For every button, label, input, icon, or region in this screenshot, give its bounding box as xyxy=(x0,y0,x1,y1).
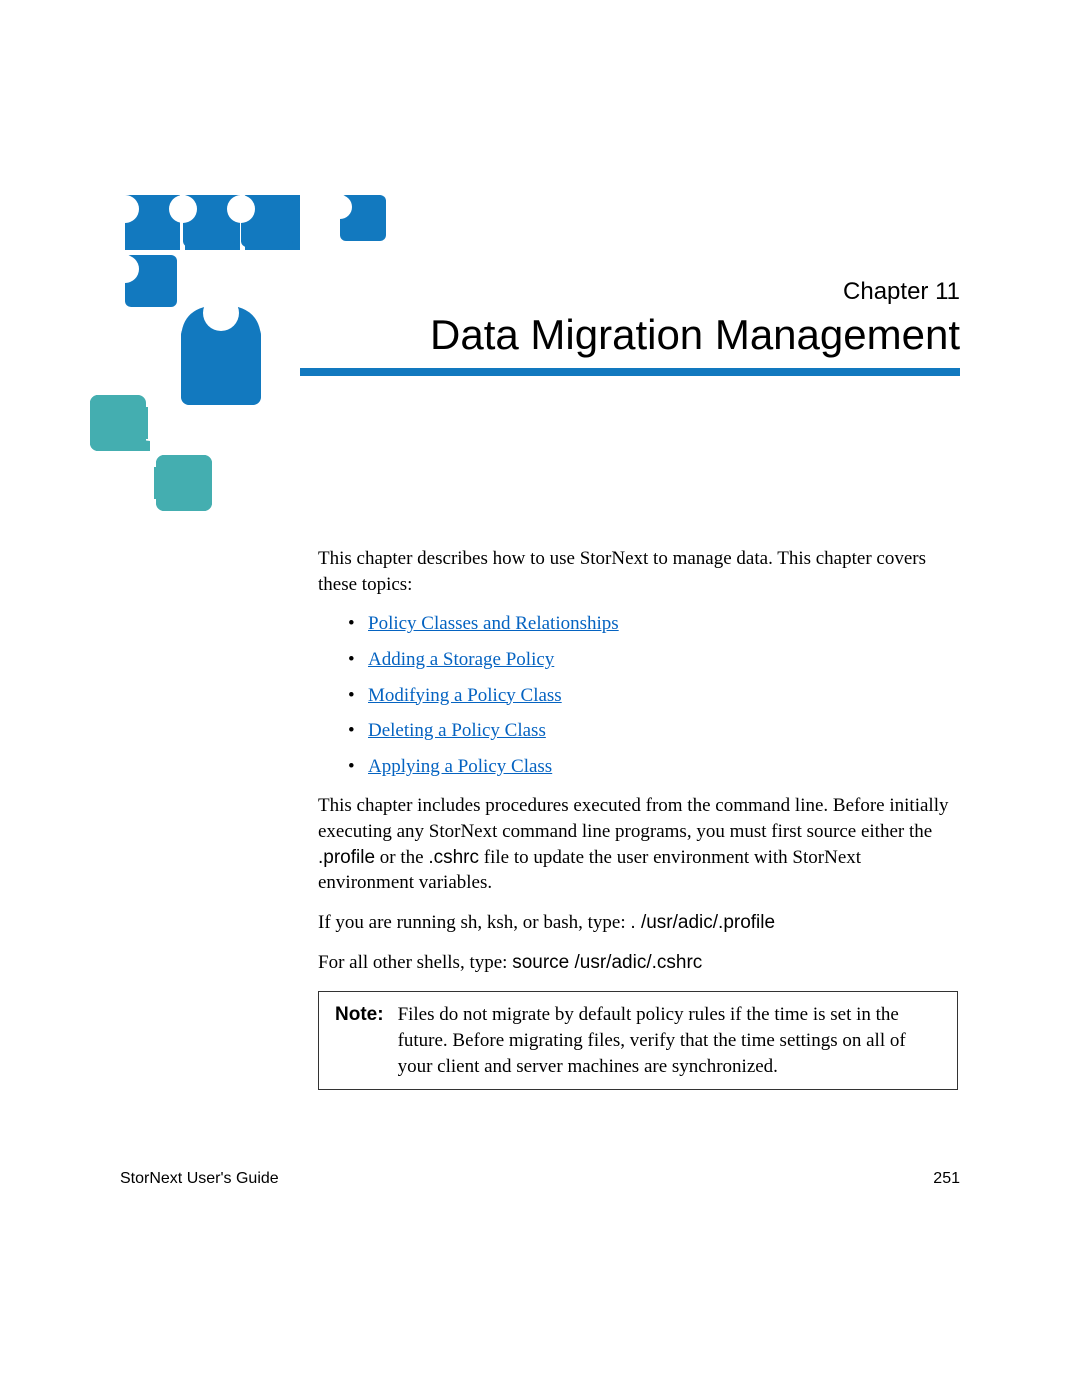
command-text: . /usr/adic/.profile xyxy=(630,912,775,933)
text-run: This chapter includes procedures execute… xyxy=(318,795,948,842)
topic-list: Policy Classes and Relationships Adding … xyxy=(318,611,958,779)
command-text: source /usr/adic/.cshrc xyxy=(512,952,702,973)
chapter-body: This chapter describes how to use StorNe… xyxy=(318,546,958,1090)
list-item: Deleting a Policy Class xyxy=(348,718,958,744)
chapter-title: Data Migration Management xyxy=(300,312,960,358)
topic-link[interactable]: Policy Classes and Relationships xyxy=(368,613,619,634)
text-run: For all other shells, type: xyxy=(318,952,512,973)
other-shell-paragraph: For all other shells, type: source /usr/… xyxy=(318,950,958,976)
page-footer: StorNext User's Guide 251 xyxy=(120,1170,960,1188)
note-label: Note: xyxy=(335,1002,384,1028)
cmdline-paragraph: This chapter includes procedures execute… xyxy=(318,793,958,896)
list-item: Modifying a Policy Class xyxy=(348,683,958,709)
note-text: Files do not migrate by default policy r… xyxy=(398,1002,941,1079)
intro-paragraph: This chapter describes how to use StorNe… xyxy=(318,546,958,597)
filename: .profile xyxy=(318,847,375,868)
topic-link[interactable]: Applying a Policy Class xyxy=(368,756,552,777)
sh-paragraph: If you are running sh, ksh, or bash, typ… xyxy=(318,910,958,936)
text-run: or the xyxy=(375,847,428,868)
footer-doc-title: StorNext User's Guide xyxy=(120,1170,279,1188)
list-item: Adding a Storage Policy xyxy=(348,647,958,673)
chapter-label: Chapter 11 xyxy=(300,278,960,306)
chapter-graphic-accent xyxy=(340,195,390,255)
note-box: Note: Files do not migrate by default po… xyxy=(318,991,958,1090)
filename: .cshrc xyxy=(428,847,479,868)
topic-link[interactable]: Modifying a Policy Class xyxy=(368,685,562,706)
topic-link[interactable]: Deleting a Policy Class xyxy=(368,720,546,741)
footer-page-number: 251 xyxy=(933,1170,960,1188)
topic-link[interactable]: Adding a Storage Policy xyxy=(368,649,554,670)
list-item: Applying a Policy Class xyxy=(348,754,958,780)
chapter-header: Chapter 11 Data Migration Management xyxy=(300,278,960,376)
text-run: If you are running sh, ksh, or bash, typ… xyxy=(318,912,630,933)
list-item: Policy Classes and Relationships xyxy=(348,611,958,637)
chapter-title-rule xyxy=(300,368,960,376)
page: Chapter 11 Data Migration Management Thi… xyxy=(0,0,1080,1397)
chapter-graphic xyxy=(70,195,300,515)
